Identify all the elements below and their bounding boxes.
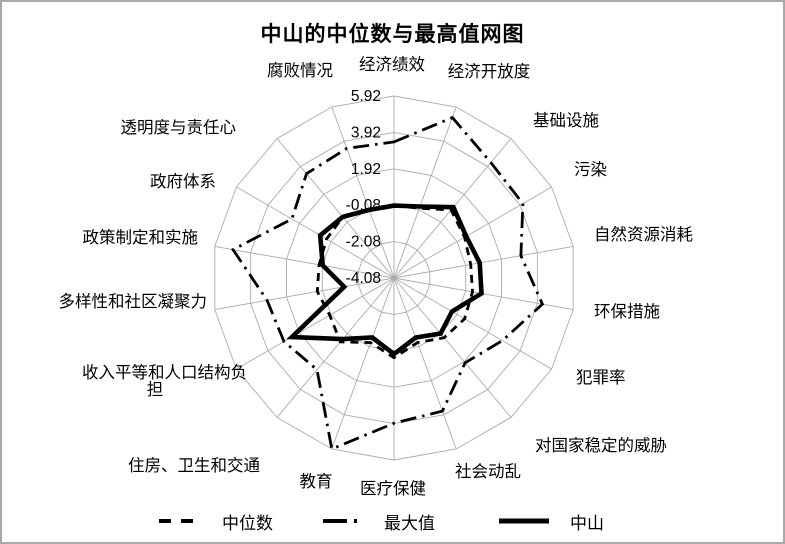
grid-spoke xyxy=(393,277,552,370)
legend-item-zhongshan: 中山 xyxy=(498,510,604,533)
radial-tick-label: 3.92 xyxy=(351,124,381,141)
grid-spoke xyxy=(331,106,395,279)
axis-label: 环保措施 xyxy=(594,302,660,321)
axis-label: 收入平等和人口结构负 xyxy=(82,363,247,382)
grid-spoke xyxy=(393,106,457,279)
axis-label: 犯罪率 xyxy=(576,368,626,387)
axis-label: 污染 xyxy=(574,160,607,179)
legend-item-median: 中位数 xyxy=(158,510,273,533)
grid-spoke xyxy=(331,277,395,450)
radial-tick-label: 5.92 xyxy=(351,88,381,105)
series-line-max xyxy=(230,115,545,451)
axis-label: 社会动乱 xyxy=(455,462,521,481)
grid-spoke xyxy=(214,245,395,279)
grid-spoke xyxy=(214,277,395,311)
axis-label: 自然资源消耗 xyxy=(594,225,693,244)
axis-label: 透明度与责任心 xyxy=(121,118,237,137)
median-dashed-line-sample xyxy=(159,519,201,523)
legend-label-zhongshan: 中山 xyxy=(570,513,604,533)
grid-spoke xyxy=(236,277,395,370)
legend-label-median: 中位数 xyxy=(222,513,273,533)
axis-label: 多样性和社区凝聚力 xyxy=(59,292,208,311)
legend-label-max: 最大值 xyxy=(384,513,435,533)
radial-tick-label: -0.08 xyxy=(346,197,381,214)
grid-spoke xyxy=(393,186,552,279)
axis-label: 担 xyxy=(147,380,164,399)
axis-label: 对国家稳定的威胁 xyxy=(535,436,667,455)
grid-spoke xyxy=(393,277,457,450)
max-dashdot-line-sample xyxy=(323,519,363,523)
chart-title: 中山的中位数与最高值网图 xyxy=(260,23,525,46)
legend-item-max: 最大值 xyxy=(322,510,435,533)
axis-label: 基础设施 xyxy=(533,111,599,130)
axis-label: 政府体系 xyxy=(150,172,216,191)
grid-spoke xyxy=(393,245,574,279)
grid-spoke xyxy=(276,277,395,418)
radial-tick-label: -2.08 xyxy=(346,234,381,251)
axis-label: 经济开放度 xyxy=(448,62,531,81)
series-line-zhongshan xyxy=(286,203,484,357)
axis-label: 政策制定和实施 xyxy=(83,228,199,247)
radial-tick-label: 1.92 xyxy=(351,161,381,178)
grid-spoke xyxy=(276,138,395,279)
axis-label: 腐败情况 xyxy=(267,61,333,80)
zhongshan-solid-line-sample xyxy=(499,518,549,524)
radial-tick-label: -4.08 xyxy=(346,270,381,287)
grid-spoke xyxy=(393,277,512,418)
axis-label: 医疗保健 xyxy=(360,479,426,498)
grid-spoke xyxy=(236,186,395,279)
axis-label: 教育 xyxy=(300,472,333,491)
axis-label: 经济绩效 xyxy=(359,55,425,74)
axis-label: 住房、卫生和交通 xyxy=(128,456,260,475)
